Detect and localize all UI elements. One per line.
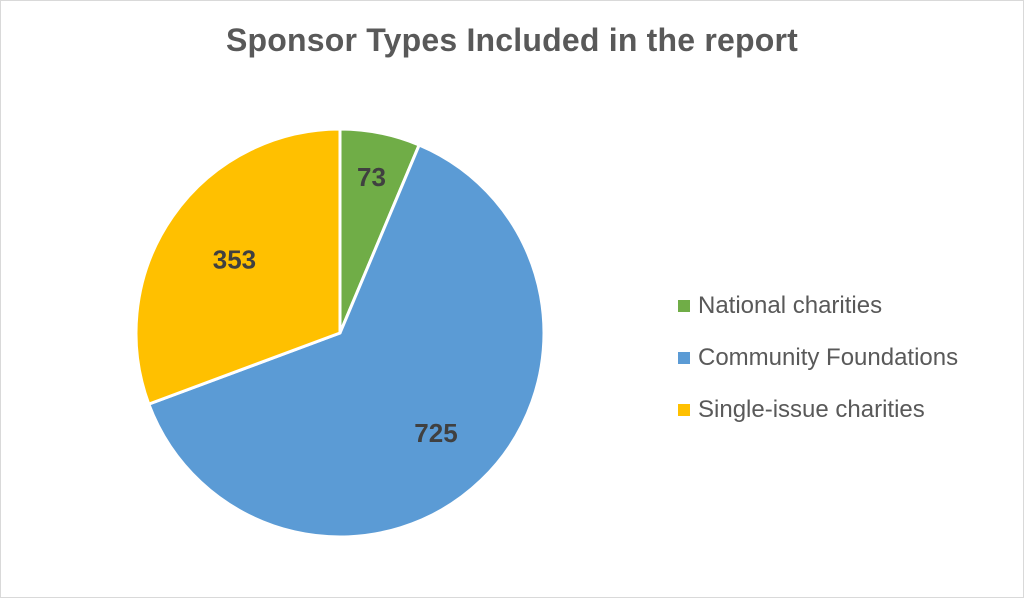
legend-label-community-foundations: Community Foundations — [698, 344, 959, 371]
legend-label-national-charities: National charities — [698, 292, 883, 319]
legend-label-single-issue-charities: Single-issue charities — [698, 396, 925, 423]
pie-slices — [134, 127, 546, 539]
legend-item-national-charities: National charities — [678, 280, 1008, 332]
pie-slice-community-foundations — [147, 143, 546, 539]
legend-swatch-national-charities — [678, 300, 690, 312]
pie-slice-single-issue-charities — [134, 127, 342, 406]
chart-title: Sponsor Types Included in the report — [226, 22, 798, 58]
data-label-community-foundations: 725 — [414, 418, 457, 448]
pie-data-labels: 73 725 353 — [213, 162, 458, 448]
data-label-national-charities: 73 — [357, 162, 386, 192]
legend: National charities Community Foundations… — [678, 280, 1008, 436]
legend-item-single-issue-charities: Single-issue charities — [678, 384, 1008, 436]
legend-swatch-single-issue-charities — [678, 404, 690, 416]
legend-item-community-foundations: Community Foundations — [678, 332, 1008, 384]
data-label-single-issue-charities: 353 — [213, 245, 256, 275]
legend-swatch-community-foundations — [678, 352, 690, 364]
